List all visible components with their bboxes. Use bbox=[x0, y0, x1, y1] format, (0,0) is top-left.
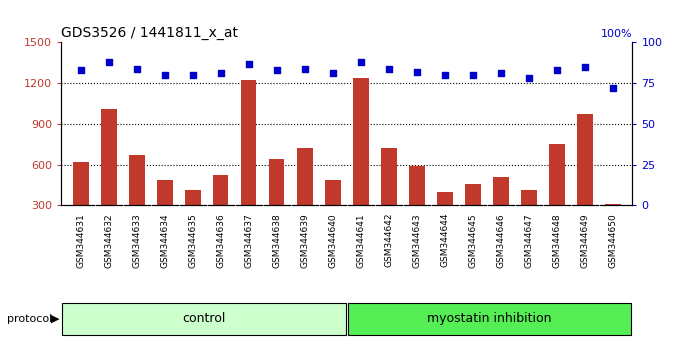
Bar bbox=[185, 190, 201, 246]
Point bbox=[524, 75, 534, 81]
Text: GSM344632: GSM344632 bbox=[104, 213, 114, 268]
Point bbox=[439, 72, 450, 78]
Text: 100%: 100% bbox=[600, 29, 632, 39]
FancyBboxPatch shape bbox=[63, 303, 345, 335]
Bar bbox=[269, 159, 284, 246]
Text: GSM344634: GSM344634 bbox=[160, 213, 169, 268]
Bar bbox=[241, 80, 256, 246]
Bar bbox=[297, 148, 313, 246]
Text: GDS3526 / 1441811_x_at: GDS3526 / 1441811_x_at bbox=[61, 26, 238, 40]
Text: GSM344633: GSM344633 bbox=[133, 213, 141, 268]
Text: GSM344647: GSM344647 bbox=[524, 213, 533, 268]
Text: GSM344636: GSM344636 bbox=[216, 213, 225, 268]
Point bbox=[131, 66, 142, 72]
Text: GSM344648: GSM344648 bbox=[552, 213, 561, 268]
Text: ▶: ▶ bbox=[51, 314, 60, 324]
Text: GSM344643: GSM344643 bbox=[412, 213, 422, 268]
Text: GSM344650: GSM344650 bbox=[609, 213, 617, 268]
Bar bbox=[493, 177, 509, 246]
Text: GSM344641: GSM344641 bbox=[356, 213, 365, 268]
Point bbox=[271, 67, 282, 73]
Point bbox=[495, 70, 506, 76]
Text: GSM344640: GSM344640 bbox=[328, 213, 337, 268]
Bar bbox=[381, 148, 396, 246]
Bar bbox=[73, 162, 88, 246]
Text: control: control bbox=[182, 312, 226, 325]
Point bbox=[75, 67, 86, 73]
Point bbox=[299, 66, 310, 72]
Text: GSM344631: GSM344631 bbox=[76, 213, 85, 268]
Point bbox=[411, 69, 422, 75]
Point bbox=[159, 72, 170, 78]
Point bbox=[327, 70, 338, 76]
Point bbox=[384, 66, 394, 72]
Point bbox=[243, 61, 254, 67]
Point bbox=[607, 85, 618, 91]
Bar bbox=[605, 204, 620, 246]
Point bbox=[356, 59, 367, 65]
Bar bbox=[213, 176, 228, 246]
Text: GSM344645: GSM344645 bbox=[469, 213, 477, 268]
Text: GSM344638: GSM344638 bbox=[272, 213, 282, 268]
Text: GSM344642: GSM344642 bbox=[384, 213, 393, 268]
Point bbox=[467, 72, 478, 78]
Text: protocol: protocol bbox=[7, 314, 52, 324]
Point bbox=[188, 72, 199, 78]
Bar bbox=[129, 155, 144, 246]
Point bbox=[579, 64, 590, 70]
Bar bbox=[549, 144, 564, 246]
Bar bbox=[353, 78, 369, 246]
Bar bbox=[437, 192, 452, 246]
Bar bbox=[157, 179, 173, 246]
Point bbox=[216, 70, 226, 76]
Text: GSM344646: GSM344646 bbox=[496, 213, 505, 268]
Text: GSM344639: GSM344639 bbox=[301, 213, 309, 268]
Bar bbox=[101, 109, 116, 246]
FancyBboxPatch shape bbox=[348, 303, 631, 335]
Text: myostatin inhibition: myostatin inhibition bbox=[427, 312, 552, 325]
Bar bbox=[465, 184, 481, 246]
Bar bbox=[325, 179, 341, 246]
Bar bbox=[409, 166, 424, 246]
Point bbox=[551, 67, 562, 73]
Bar bbox=[521, 190, 537, 246]
Text: GSM344635: GSM344635 bbox=[188, 213, 197, 268]
Text: GSM344637: GSM344637 bbox=[244, 213, 253, 268]
Bar bbox=[577, 114, 592, 246]
Point bbox=[103, 59, 114, 65]
Text: GSM344644: GSM344644 bbox=[441, 213, 449, 268]
Text: GSM344649: GSM344649 bbox=[580, 213, 590, 268]
